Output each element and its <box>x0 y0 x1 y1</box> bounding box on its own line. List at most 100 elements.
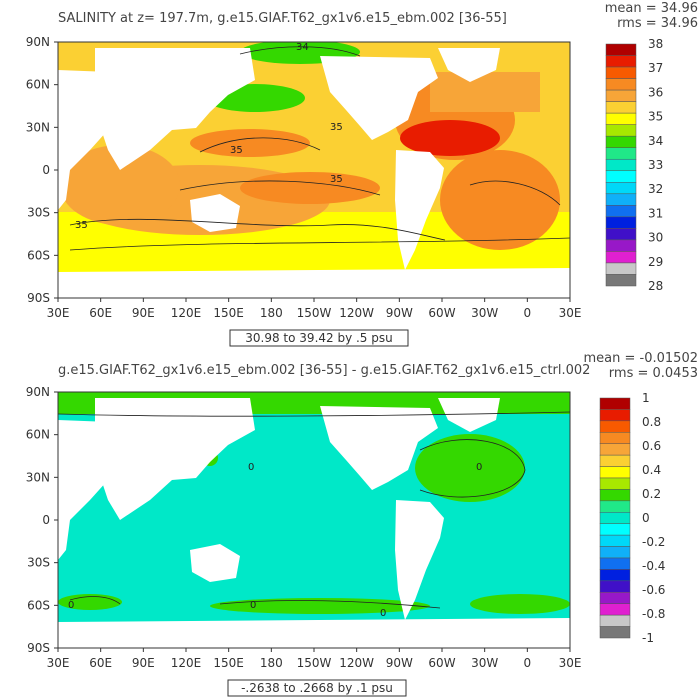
colorbar-swatch <box>599 420 631 433</box>
colorbar-label: 0.2 <box>642 487 661 501</box>
colorbar-swatch <box>605 158 637 172</box>
x-tick-label: 150W <box>297 656 332 670</box>
colorbar-swatch <box>605 78 637 91</box>
colorbar-swatch <box>605 124 637 137</box>
x-tick-label: 90W <box>386 656 413 670</box>
colorbar-swatch <box>599 477 631 490</box>
colorbar-swatch <box>599 397 631 410</box>
x-tick-label: 150W <box>297 306 332 320</box>
colorbar-label: 32 <box>648 182 663 196</box>
x-tick-label: 180 <box>260 656 283 670</box>
y-tick-label: 60N <box>26 428 50 442</box>
land <box>58 398 570 648</box>
colorbar-swatch <box>599 409 631 422</box>
colorbar-swatch <box>605 239 637 252</box>
colorbar-label: -0.2 <box>642 535 665 549</box>
y-tick-label: 0 <box>42 513 50 527</box>
colorbar-swatch <box>599 500 631 513</box>
contour-label: 0 <box>68 600 74 611</box>
x-tick-label: 30W <box>471 656 498 670</box>
colorbar-label: 31 <box>648 206 663 220</box>
rms-label: rms = 0.0453 <box>609 366 698 381</box>
rms-label: rms = 34.96 <box>617 16 698 31</box>
colorbar-swatch <box>605 205 637 218</box>
indian-ocean-high <box>60 145 180 225</box>
south-atlantic-high <box>440 150 560 250</box>
x-tick-label: 30E <box>47 306 70 320</box>
colorbar-label: 0 <box>642 511 650 525</box>
colorbar-label: 1 <box>642 391 650 405</box>
colorbar-label: 29 <box>648 255 663 269</box>
colorbar-swatch <box>599 614 631 627</box>
colorbar-swatch <box>599 512 631 524</box>
colorbar-label: 0.6 <box>642 439 661 453</box>
colorbar-label: -1 <box>642 631 654 645</box>
x-tick-label: 120W <box>339 656 374 670</box>
contour-label: 35 <box>330 122 343 133</box>
x-tick-label: 90E <box>132 306 155 320</box>
north-atlantic-positive <box>415 434 525 502</box>
y-tick-label: 30S <box>27 206 50 220</box>
contour-label: 0 <box>250 600 256 611</box>
mean-label: mean = -0.01502 <box>584 351 698 366</box>
colorbar-label: -0.6 <box>642 583 665 597</box>
southern-positive-pacific <box>210 598 430 614</box>
colorbar-swatch <box>599 626 631 639</box>
x-tick-label: 0 <box>524 656 532 670</box>
colorbar-swatch <box>605 135 637 148</box>
colorbar-swatch <box>605 251 637 264</box>
y-tick-label: 30N <box>26 120 50 134</box>
x-tick-label: 120E <box>171 656 202 670</box>
colorbar-label: 28 <box>648 279 663 293</box>
x-tick-label: 30E <box>559 656 582 670</box>
x-tick-label: 90W <box>386 306 413 320</box>
colorbar-swatch <box>605 66 637 79</box>
x-tick-label: 120E <box>171 306 202 320</box>
contour-label: 0 <box>380 608 386 619</box>
x-tick-label: 60W <box>428 656 455 670</box>
colorbar-swatch <box>599 557 631 570</box>
x-tick-label: 0 <box>524 306 532 320</box>
x-tick-label: 60W <box>428 306 455 320</box>
range-box <box>227 679 407 697</box>
land <box>58 48 570 298</box>
y-tick-label: 30S <box>27 556 50 570</box>
x-tick-label: 90E <box>132 656 155 670</box>
colorbar-swatch <box>599 489 631 502</box>
south-pacific-core <box>240 172 380 204</box>
contours <box>58 411 570 609</box>
colorbar-swatch <box>605 182 637 195</box>
colorbar-swatch <box>599 603 631 616</box>
north-atlantic-max <box>400 120 500 156</box>
y-tick-label: 30N <box>26 470 50 484</box>
colorbar-label: 38 <box>648 37 663 51</box>
colorbar: 38 37 36 35 34 33 32 31 30 29 28 <box>605 37 663 293</box>
colorbar-swatch <box>605 101 637 114</box>
southern-positive-east <box>470 594 570 614</box>
contours <box>69 46 570 251</box>
colorbar-swatch <box>599 580 631 593</box>
colorbar-swatch <box>599 592 631 604</box>
colorbar-label: 33 <box>648 158 663 172</box>
panel-salinity: SALINITY at z= 197.7m, g.e15.GIAF.T62_gx… <box>26 1 698 347</box>
contour-label: 35 <box>75 220 88 231</box>
y-tick-label: 60S <box>27 598 50 612</box>
y-tick-label: 90N <box>26 35 50 49</box>
x-tick-label: 60E <box>89 656 112 670</box>
colorbar: 1 0.8 0.6 0.4 0.2 0 -0.2 -0.4 -0.6 -0.8 -1 <box>599 391 665 645</box>
range-label: -.2638 to .2668 by .1 psu <box>241 681 393 695</box>
colorbar-label: -0.4 <box>642 559 665 573</box>
y-tick-label: 60S <box>27 248 50 262</box>
colorbar-swatch <box>605 55 637 68</box>
colorbar-swatch <box>605 170 637 183</box>
colorbar-swatch <box>605 262 637 275</box>
x-tick-label: 180 <box>260 306 283 320</box>
x-tick-label: 120W <box>339 306 374 320</box>
contour-label: 35 <box>230 145 243 156</box>
colorbar-label: -0.8 <box>642 607 665 621</box>
colorbar-label: 36 <box>648 85 663 99</box>
x-tick-label: 60E <box>89 306 112 320</box>
colorbar-swatch <box>599 569 631 582</box>
y-tick-label: 90S <box>27 641 50 655</box>
